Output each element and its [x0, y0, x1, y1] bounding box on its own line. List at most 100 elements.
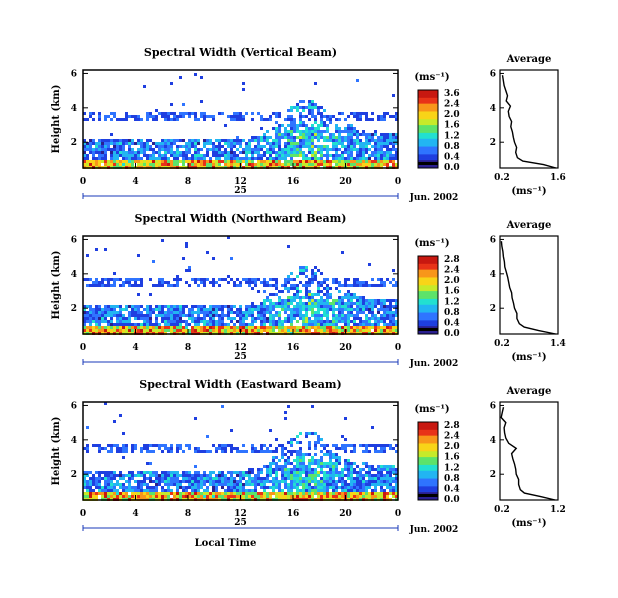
- heatmap-cell: [290, 284, 293, 287]
- heatmap-cell: [221, 311, 224, 314]
- heatmap-cell: [233, 447, 236, 450]
- heatmap-cell: [188, 145, 191, 148]
- heatmap-cell: [344, 417, 347, 420]
- heatmap-cell: [83, 118, 86, 121]
- heatmap-cell: [212, 115, 215, 118]
- heatmap-cell: [197, 305, 200, 308]
- heatmap-cell: [389, 447, 392, 450]
- heatmap-cell: [272, 157, 275, 160]
- heatmap-cell: [200, 278, 203, 281]
- heatmap-cell: [353, 284, 356, 287]
- heatmap-cell: [209, 163, 212, 166]
- heatmap-cell: [383, 151, 386, 154]
- heatmap-cell: [269, 118, 272, 121]
- heatmap-cell: [227, 145, 230, 148]
- heatmap-cell: [122, 308, 125, 311]
- heatmap-cell: [251, 311, 254, 314]
- heatmap-cell: [293, 287, 296, 290]
- heatmap-cell: [227, 495, 230, 498]
- heatmap-cell: [290, 489, 293, 492]
- heatmap-cell: [308, 127, 311, 130]
- heatmap-cell: [218, 284, 221, 287]
- heatmap-cell: [113, 278, 116, 281]
- heatmap-cell: [188, 160, 191, 163]
- colorbar-band: [418, 431, 438, 435]
- heatmap-cell: [368, 471, 371, 474]
- heatmap-cell: [113, 142, 116, 145]
- heatmap-cell: [107, 329, 110, 332]
- heatmap-cell: [269, 465, 272, 468]
- heatmap-cell: [242, 151, 245, 154]
- heatmap-cell: [347, 483, 350, 486]
- heatmap-cell: [269, 474, 272, 477]
- heatmap-cell: [320, 121, 323, 124]
- heatmap-cell: [200, 492, 203, 495]
- heatmap-cell: [368, 148, 371, 151]
- heatmap-cell: [140, 281, 143, 284]
- heatmap-cell: [293, 293, 296, 296]
- heatmap-cell: [323, 326, 326, 329]
- heatmap-cell: [311, 272, 314, 275]
- heatmap-cell: [113, 314, 116, 317]
- heatmap-cell: [317, 305, 320, 308]
- heatmap-cell: [326, 492, 329, 495]
- heatmap-cell: [269, 471, 272, 474]
- heatmap-cell: [248, 148, 251, 151]
- heatmap-cell: [308, 151, 311, 154]
- heatmap-cell: [299, 480, 302, 483]
- heatmap-cell: [83, 305, 86, 308]
- heatmap-cell: [212, 486, 215, 489]
- heatmap-cell: [371, 323, 374, 326]
- heatmap-cell: [320, 462, 323, 465]
- heatmap-cell: [320, 290, 323, 293]
- heatmap-cell: [266, 320, 269, 323]
- heatmap-cell: [239, 450, 242, 453]
- heatmap-cell: [272, 471, 275, 474]
- colorbar-band: [418, 136, 438, 140]
- heatmap-cell: [335, 139, 338, 142]
- heatmap-cell: [299, 299, 302, 302]
- heatmap-cell: [320, 323, 323, 326]
- heatmap-cell: [341, 495, 344, 498]
- heatmap-cell: [248, 284, 251, 287]
- heatmap-cell: [266, 480, 269, 483]
- heatmap-cell: [389, 133, 392, 136]
- heatmap-cell: [380, 477, 383, 480]
- heatmap-cell: [122, 118, 125, 121]
- heatmap-cell: [299, 145, 302, 148]
- heatmap-cell: [218, 148, 221, 151]
- heatmap-cell: [143, 85, 146, 88]
- heatmap-cell: [311, 145, 314, 148]
- heatmap-cell: [254, 151, 257, 154]
- heatmap-cell: [212, 314, 215, 317]
- heatmap-cell: [314, 447, 317, 450]
- heatmap-cell: [371, 489, 374, 492]
- heatmap-cell: [356, 471, 359, 474]
- heatmap-cell: [140, 492, 143, 495]
- heatmap-cell: [197, 157, 200, 160]
- heatmap-cell: [299, 329, 302, 332]
- heatmap-cell: [290, 136, 293, 139]
- heatmap-cell: [116, 145, 119, 148]
- heatmap-cell: [242, 444, 245, 447]
- heatmap-cell: [287, 290, 290, 293]
- heatmap-cell: [299, 302, 302, 305]
- heatmap-cell: [209, 326, 212, 329]
- heatmap-cell: [356, 115, 359, 118]
- heatmap-cell: [260, 305, 263, 308]
- heatmap-cell: [377, 160, 380, 163]
- heatmap-cell: [218, 444, 221, 447]
- heatmap-cell: [317, 465, 320, 468]
- heatmap-cell: [308, 112, 311, 115]
- heatmap-cell: [281, 290, 284, 293]
- heatmap-cell: [248, 468, 251, 471]
- heatmap-cell: [326, 299, 329, 302]
- heatmap-cell: [353, 486, 356, 489]
- heatmap-cell: [89, 326, 92, 329]
- heatmap-cell: [311, 124, 314, 127]
- heatmap-cell: [170, 323, 173, 326]
- heatmap-cell: [152, 154, 155, 157]
- heatmap-cell: [212, 320, 215, 323]
- heatmap-cell: [377, 320, 380, 323]
- heatmap-cell: [344, 139, 347, 142]
